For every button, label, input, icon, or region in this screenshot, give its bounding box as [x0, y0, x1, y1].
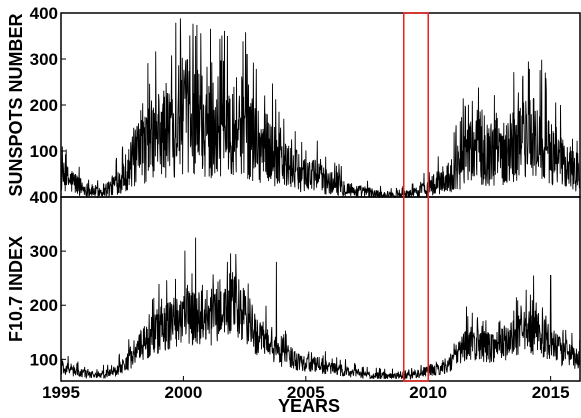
sunspots-line	[60, 18, 581, 199]
x-ticks: 1995 2000 2005 2010 2015	[42, 376, 570, 402]
f107-plot-frame	[60, 196, 581, 382]
f107-panel: 100 200 300 400 1995 2000 2005 2010 2015 F10.7 …	[6, 188, 581, 402]
x-axis-label: YEARS	[278, 396, 340, 416]
y-tick-label-100: 100	[30, 350, 58, 369]
f107-series	[60, 237, 581, 381]
y-tick-label-200: 200	[30, 96, 58, 115]
sunspots-series	[60, 18, 581, 199]
y-tick-label-200: 200	[30, 296, 58, 315]
f107-y-ticks: 100 200 300 400	[30, 188, 66, 369]
y-tick-label-400: 400	[30, 188, 58, 207]
sunspots-y-axis-label: SUNSPOTS NUMBER	[6, 13, 26, 196]
x-tick-label-2000: 2000	[164, 383, 202, 402]
x-tick-label-1995: 1995	[42, 383, 80, 402]
y-tick-label-100: 100	[30, 142, 58, 161]
f107-line	[60, 237, 581, 381]
y-tick-label-300: 300	[30, 242, 58, 261]
f107-y-axis-label: F10.7 INDEX	[6, 236, 26, 342]
x-tick-label-2005: 2005	[287, 383, 325, 402]
x-tick-label-2015: 2015	[532, 383, 570, 402]
y-tick-label-300: 300	[30, 50, 58, 69]
sunspots-panel: 100 200 300 400 SUNSPOTS NUMBER	[6, 4, 581, 199]
y-tick-label-400: 400	[30, 4, 58, 23]
x-tick-label-2010: 2010	[409, 383, 447, 402]
highlight-box	[402, 12, 429, 382]
sunspots-y-ticks: 100 200 300 400	[30, 4, 66, 161]
